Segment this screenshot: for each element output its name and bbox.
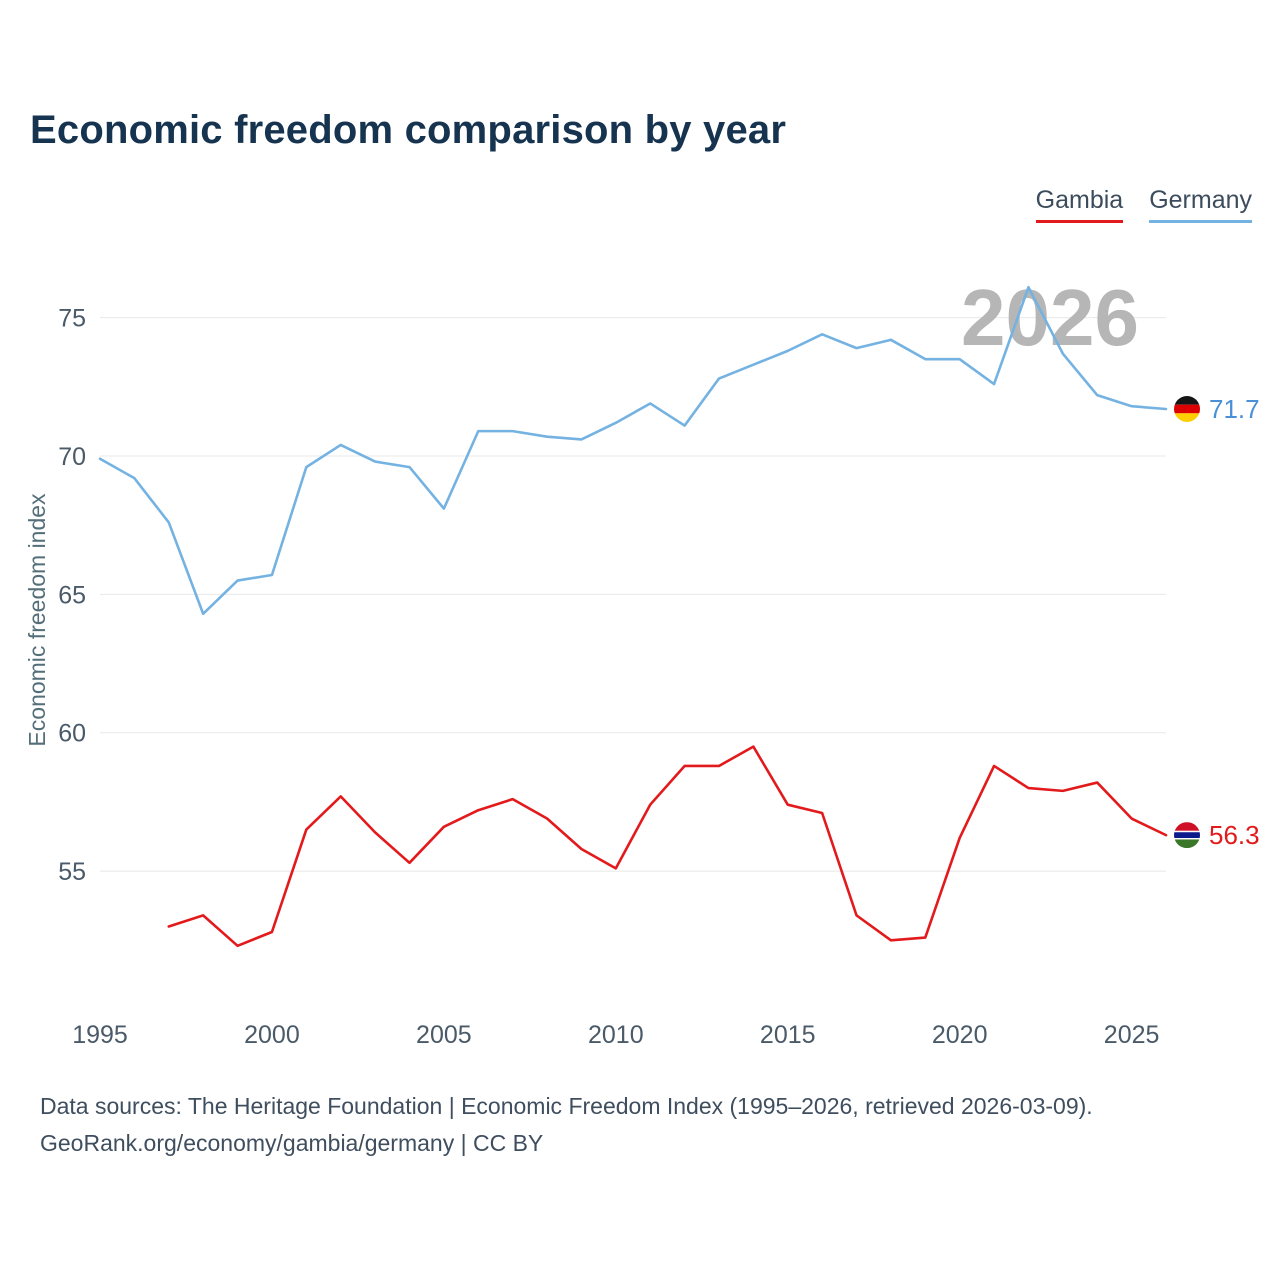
y-tick-label: 65 <box>58 581 86 609</box>
series-line-germany <box>98 285 1168 616</box>
page-title: Economic freedom comparison by year <box>30 108 787 152</box>
end-value-label-gambia: 56.3 <box>1209 820 1260 850</box>
y-axis-label: Economic freedom index <box>24 493 50 747</box>
y-tick-label: 60 <box>58 720 86 748</box>
y-tick-label: 70 <box>58 443 86 471</box>
y-tick-label: 75 <box>58 305 86 333</box>
legend: Gambia Germany <box>1035 186 1252 223</box>
flag-gambia-icon <box>1174 822 1200 849</box>
legend-item-germany[interactable]: Germany <box>1149 186 1252 223</box>
x-tick-label: 2025 <box>1104 1021 1160 1049</box>
x-tick-label: 2010 <box>588 1021 644 1049</box>
legend-item-gambia[interactable]: Gambia <box>1035 186 1124 223</box>
footer-line-2: GeoRank.org/economy/gambia/germany | CC … <box>40 1130 544 1156</box>
x-tick-label: 2020 <box>932 1021 988 1049</box>
watermark-year: 2026 <box>961 273 1139 362</box>
flag-germany-icon <box>1174 395 1200 422</box>
end-value-label-germany: 71.7 <box>1209 394 1260 424</box>
footer-line-1: Data sources: The Heritage Foundation | … <box>40 1093 1093 1119</box>
y-tick-label: 55 <box>58 858 86 886</box>
x-tick-label: 1995 <box>72 1021 128 1049</box>
data-sources: Data sources: The Heritage Foundation | … <box>40 1088 1093 1162</box>
x-tick-label: 2015 <box>760 1021 816 1049</box>
x-tick-label: 2000 <box>244 1021 300 1049</box>
x-tick-label: 2005 <box>416 1021 472 1049</box>
series-line-gambia <box>167 745 1168 948</box>
